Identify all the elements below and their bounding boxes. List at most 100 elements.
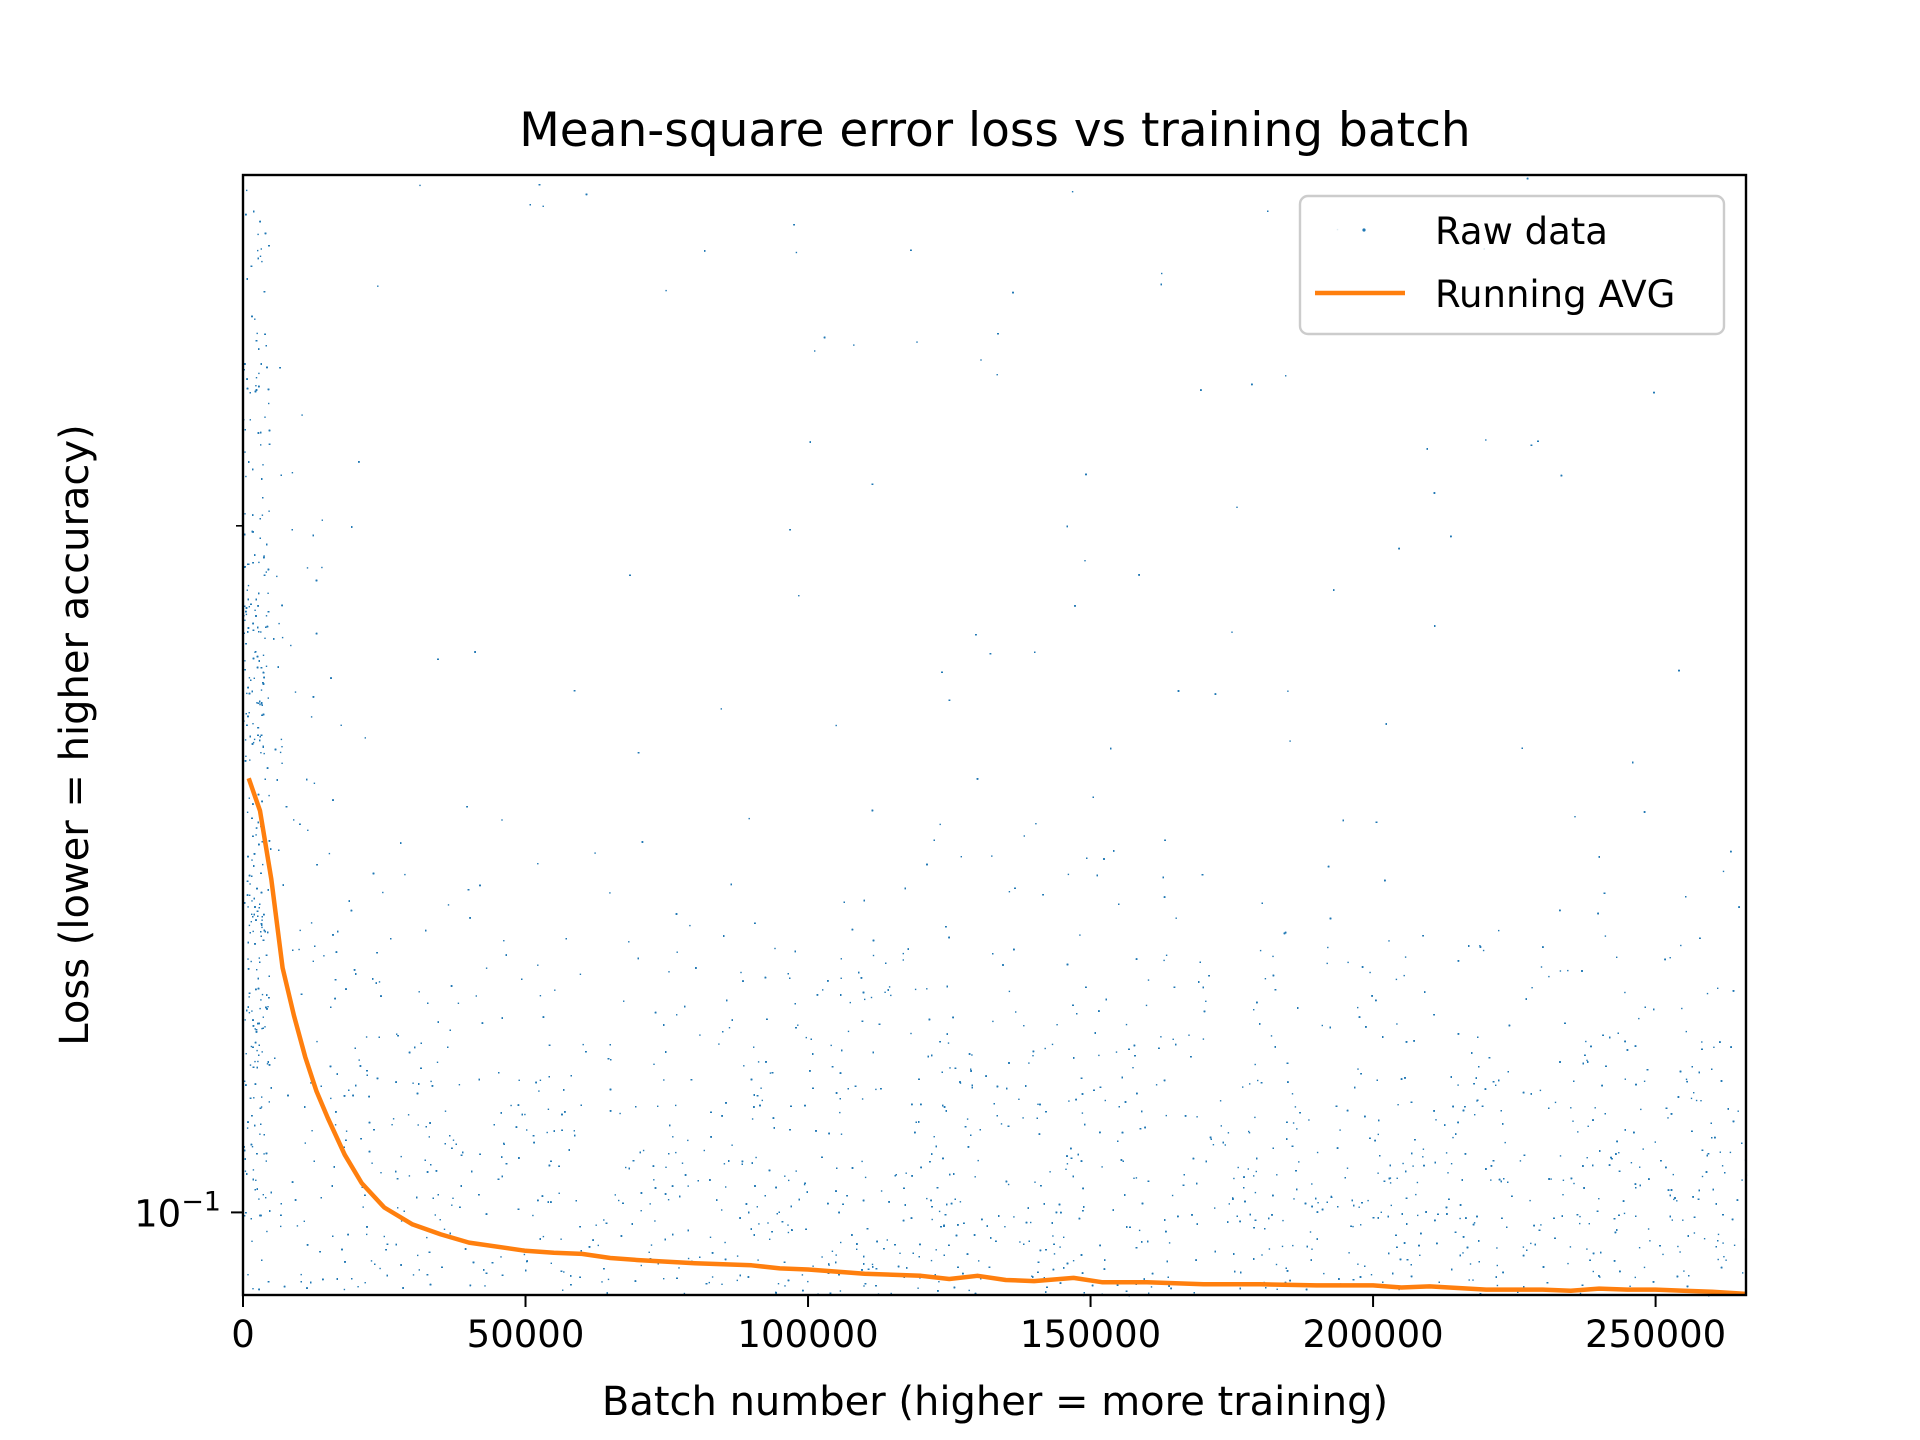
raw-data-point [1053, 1253, 1056, 1255]
raw-data-point [249, 759, 251, 761]
raw-data-point [687, 1257, 690, 1260]
raw-data-point [1296, 1128, 1298, 1130]
raw-data-point [828, 1264, 830, 1266]
raw-data-point [268, 794, 270, 797]
raw-data-point [769, 1072, 772, 1074]
raw-data-point [1043, 1277, 1045, 1279]
raw-data-point [267, 1006, 269, 1008]
raw-data-point [1725, 1259, 1727, 1261]
raw-data-point [640, 1264, 642, 1267]
raw-data-point [364, 737, 366, 739]
raw-data-point [968, 1289, 970, 1292]
raw-data-point [935, 1249, 937, 1251]
raw-data-point [1081, 1112, 1084, 1114]
raw-data-point [340, 724, 342, 726]
raw-data-point [1586, 1157, 1588, 1159]
raw-data-point [623, 1000, 625, 1002]
raw-data-point [687, 1139, 689, 1142]
raw-data-point [974, 1176, 976, 1178]
raw-data-point [914, 988, 917, 991]
raw-data-point [1148, 1292, 1150, 1294]
raw-data-point [330, 1097, 332, 1100]
raw-data-point [1690, 1097, 1693, 1100]
raw-data-point [1522, 1246, 1525, 1248]
raw-data-point [260, 752, 262, 754]
raw-data-point [1360, 1224, 1362, 1226]
raw-data-point [518, 1079, 520, 1081]
raw-data-point [1586, 1059, 1588, 1062]
raw-data-point [444, 1110, 447, 1112]
raw-data-point [675, 1151, 677, 1154]
raw-data-point [256, 969, 258, 971]
raw-data-point [380, 1172, 382, 1174]
raw-data-point [905, 1172, 907, 1174]
raw-data-point [1171, 1194, 1174, 1197]
raw-data-point [1389, 1182, 1392, 1184]
raw-data-point [1404, 956, 1407, 958]
raw-data-point [560, 1238, 562, 1240]
raw-data-point [1298, 1161, 1300, 1163]
raw-data-point [1292, 1122, 1295, 1124]
raw-data-point [1459, 1217, 1461, 1220]
raw-data-point [247, 958, 249, 960]
raw-data-point [1717, 1233, 1720, 1236]
raw-data-point [321, 566, 323, 569]
raw-data-point [1233, 1177, 1235, 1180]
raw-data-point [1051, 1043, 1054, 1046]
raw-data-point [1219, 1100, 1222, 1102]
raw-data-point [1594, 1107, 1596, 1109]
raw-data-point [1649, 1240, 1651, 1242]
raw-data-point [884, 991, 886, 993]
raw-data-point [1068, 1100, 1070, 1102]
raw-data-point [1248, 1130, 1250, 1133]
raw-data-point [306, 567, 309, 569]
raw-data-point [1693, 1092, 1695, 1094]
raw-data-point [397, 1207, 399, 1209]
raw-data-point [1662, 1253, 1664, 1256]
raw-data-point [728, 1027, 731, 1029]
raw-data-point [1482, 949, 1485, 952]
raw-data-point [1228, 1203, 1230, 1205]
raw-data-point [1224, 1144, 1226, 1146]
raw-data-point [939, 823, 941, 826]
raw-data-point [1685, 1078, 1688, 1080]
raw-data-points [243, 177, 1748, 1297]
raw-data-point [1388, 940, 1390, 942]
raw-data-point [1604, 935, 1607, 937]
raw-data-point [1638, 1017, 1640, 1020]
raw-data-point [263, 1153, 265, 1155]
raw-data-point [1673, 1198, 1675, 1201]
raw-data-point [358, 1059, 360, 1061]
raw-data-point [261, 1096, 263, 1098]
raw-data-point [523, 1253, 526, 1256]
raw-data-point [258, 957, 260, 959]
raw-data-point [400, 1155, 402, 1158]
raw-data-point [1067, 873, 1070, 876]
raw-data-point [926, 1197, 928, 1200]
raw-data-point [323, 955, 325, 957]
raw-data-point [370, 1260, 373, 1262]
raw-data-point [316, 1040, 318, 1043]
raw-data-point [1220, 1125, 1222, 1127]
raw-data-point [1172, 1038, 1174, 1040]
raw-data-point [1254, 1116, 1256, 1119]
raw-data-point [1098, 1054, 1100, 1057]
raw-data-point [524, 1113, 526, 1116]
raw-data-point [244, 513, 246, 515]
raw-data-point [917, 1287, 919, 1289]
raw-data-point [676, 951, 678, 953]
raw-data-point [1468, 1279, 1470, 1281]
raw-data-point [1562, 1194, 1564, 1196]
raw-data-point [313, 782, 316, 784]
raw-data-point [1276, 1174, 1278, 1176]
raw-data-point [251, 1146, 254, 1148]
raw-data-point [648, 1251, 650, 1253]
raw-data-point [959, 1201, 962, 1203]
raw-data-point [407, 1114, 410, 1116]
raw-data-point [1396, 1023, 1398, 1025]
raw-data-point [1253, 1009, 1255, 1011]
raw-data-point [760, 1087, 762, 1089]
raw-data-point [1530, 1242, 1532, 1245]
raw-data-point [573, 1130, 575, 1132]
